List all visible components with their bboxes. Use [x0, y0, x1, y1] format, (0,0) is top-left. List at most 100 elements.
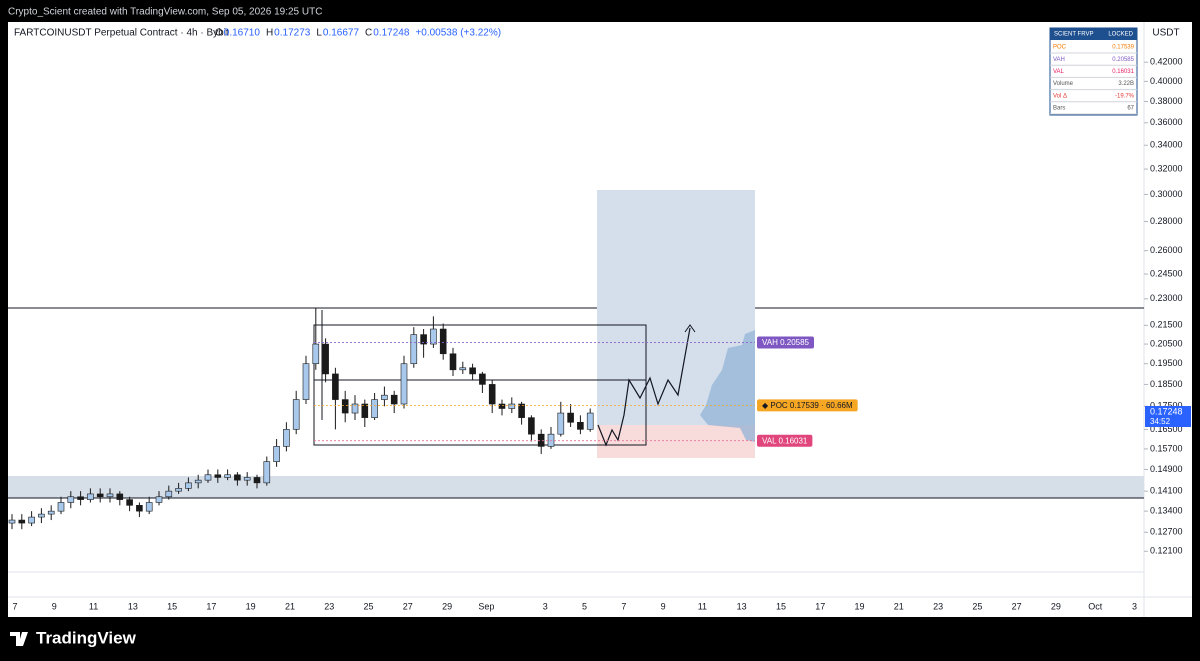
candle-body [253, 477, 261, 484]
candle-body [557, 412, 565, 435]
candle-body [351, 403, 359, 414]
candle-body [469, 367, 476, 375]
candle-body [155, 496, 163, 503]
y-tick-label: 0.15700 [1150, 443, 1183, 453]
ohlc-key: H [266, 28, 273, 39]
candle-body [106, 493, 114, 498]
x-tick-label: 27 [403, 601, 413, 611]
candle-body [136, 505, 143, 512]
candle-body [332, 373, 339, 400]
x-tick-label: 11 [698, 601, 707, 611]
y-tick-label: 0.24500 [1150, 268, 1183, 278]
candle-body [283, 429, 290, 447]
countdown: 34:52 [1150, 417, 1171, 426]
x-tick-label: 9 [52, 601, 57, 611]
x-tick-label: 29 [1051, 601, 1061, 611]
x-tick-label: 21 [894, 601, 904, 611]
currency: USDT [1152, 28, 1179, 39]
candle-body [47, 510, 55, 515]
table-value: 0.20585 [1112, 57, 1134, 63]
candle-body [577, 421, 584, 430]
y-tick-label: 0.40000 [1150, 76, 1183, 86]
candle-body [420, 334, 427, 345]
table-key: VAL [1053, 69, 1065, 75]
table-value: -19.7% [1115, 93, 1135, 99]
candle-body [18, 519, 26, 524]
x-tick-label: 19 [246, 601, 256, 611]
x-tick-label: 25 [972, 601, 982, 611]
x-tick-label: 19 [855, 601, 865, 611]
candle-body [87, 493, 94, 500]
candle-body [381, 394, 388, 400]
table-key: Vol Δ [1053, 93, 1067, 99]
footer-brand: TradingView [36, 628, 137, 647]
stop-zone [597, 425, 755, 458]
x-tick-label: 13 [128, 601, 138, 611]
candle-body [322, 343, 329, 375]
y-tick-label: 0.14100 [1150, 486, 1183, 496]
vah-label-bg [757, 336, 814, 349]
ohlc-value: 0.16677 [323, 28, 360, 39]
y-tick-label: 0.32000 [1150, 163, 1183, 173]
change: +0.00538 (+3.22%) [415, 28, 501, 39]
candle-body [488, 384, 496, 405]
y-tick-label: 0.38000 [1150, 96, 1183, 106]
poc-label-bg [757, 399, 858, 412]
x-tick-label: Oct [1088, 601, 1103, 611]
candle-body [224, 474, 231, 478]
x-tick-label: 5 [582, 601, 587, 611]
candle-body [390, 394, 398, 405]
y-tick-label: 0.12100 [1150, 546, 1183, 556]
x-tick-label: 29 [442, 601, 452, 611]
x-tick-label: 3 [543, 601, 548, 611]
candle-body [194, 479, 202, 484]
y-tick-label: 0.21500 [1150, 320, 1183, 330]
candle-body [204, 474, 212, 481]
candle-body [508, 403, 516, 409]
ohlc-key: C [365, 28, 372, 39]
candle-body [302, 363, 310, 400]
ohlc-key: O [215, 28, 223, 39]
vah-label: VAH 0.20585 [762, 338, 810, 347]
ohlc: O 0.16710 H 0.17273 L 0.16677 C 0.17248 +0.00538… [215, 28, 501, 39]
table-status: LOCKED [1108, 32, 1133, 38]
candle-body [547, 433, 555, 447]
x-tick-label: 21 [285, 601, 295, 611]
candle-body [341, 399, 349, 414]
candle-body [175, 488, 182, 492]
candle-body [165, 490, 173, 498]
candle-body [400, 363, 408, 405]
table-value: 0.16031 [1112, 69, 1134, 75]
y-tick-label: 0.13400 [1150, 506, 1183, 516]
candles [8, 307, 594, 530]
candle-body [430, 328, 437, 345]
candle-body [67, 496, 75, 503]
y-tick-label: 0.23000 [1150, 293, 1183, 303]
ohlc-value: 0.16710 [224, 28, 261, 39]
table-key: Bars [1053, 106, 1065, 112]
x-tick-label: 15 [167, 601, 177, 611]
projection-path [597, 327, 691, 447]
candle-body [498, 403, 506, 409]
x-tick-label: 7 [621, 601, 626, 611]
y-tick-label: 0.42000 [1150, 57, 1183, 67]
table-header-bg [1050, 28, 1137, 40]
x-tick-label: Sep [478, 601, 494, 611]
candle-body [518, 403, 525, 418]
y-tick-label: 0.19500 [1150, 358, 1183, 368]
candle-body [57, 502, 65, 512]
candle-body [312, 343, 320, 365]
y-tick-label: 0.34000 [1150, 140, 1183, 150]
candle-body [292, 399, 300, 430]
candle-body [28, 516, 35, 524]
y-tick-label: 0.26000 [1150, 245, 1183, 255]
table-value: 3.22B [1118, 81, 1134, 87]
x-tick-label: 7 [12, 601, 17, 611]
x-tick-label: 23 [933, 601, 943, 611]
candle-body [567, 412, 574, 423]
candle-body [77, 496, 84, 500]
candle-body [479, 373, 486, 385]
volume-profile [700, 330, 755, 442]
y-tick-label: 0.20500 [1150, 338, 1183, 348]
